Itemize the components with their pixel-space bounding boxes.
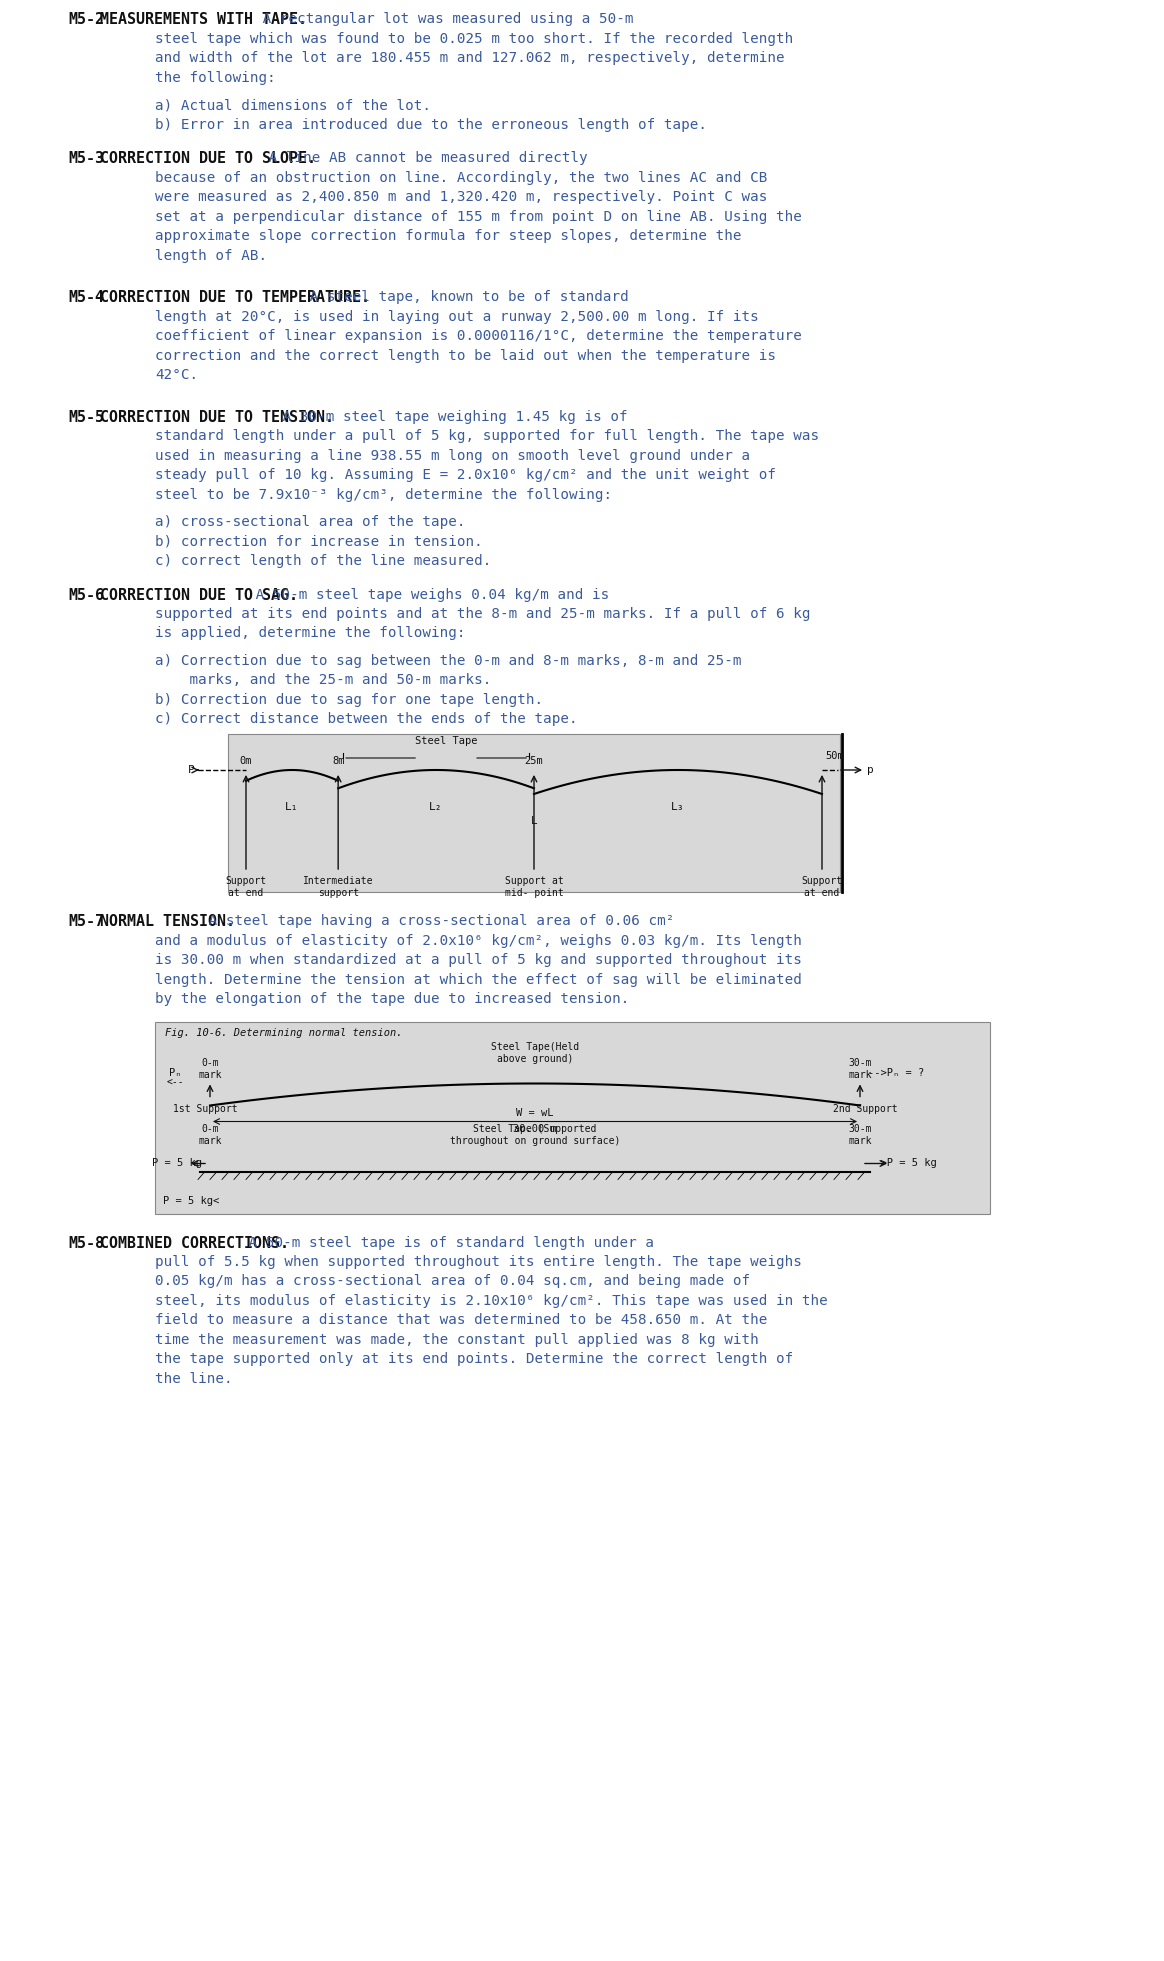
Text: 30.00 m: 30.00 m <box>513 1124 556 1133</box>
Text: Pₙ: Pₙ <box>170 1069 182 1079</box>
Text: M5-3: M5-3 <box>68 151 104 167</box>
Text: a) Correction due to sag between the 0-m and 8-m marks, 8-m and 25-m: a) Correction due to sag between the 0-m… <box>155 655 741 669</box>
Text: 30-m
mark: 30-m mark <box>849 1057 872 1079</box>
Text: A 50-m steel tape is of standard length under a: A 50-m steel tape is of standard length … <box>241 1235 654 1249</box>
Text: A rectangular lot was measured using a 50-m: A rectangular lot was measured using a 5… <box>254 12 633 25</box>
Text: p: p <box>867 765 874 775</box>
Text: 50m: 50m <box>825 751 844 761</box>
Text: at end: at end <box>228 888 263 898</box>
Text: 1st Support: 1st Support <box>172 1104 237 1114</box>
Text: CORRECTION DUE TO SLOPE.: CORRECTION DUE TO SLOPE. <box>100 151 315 167</box>
Text: 0-m
mark: 0-m mark <box>198 1124 222 1145</box>
Text: M5-7: M5-7 <box>68 914 104 930</box>
Text: field to measure a distance that was determined to be 458.650 m. At the: field to measure a distance that was det… <box>155 1314 767 1328</box>
Text: CORRECTION DUE TO TEMPERATURE.: CORRECTION DUE TO TEMPERATURE. <box>100 290 370 306</box>
Text: A 30-m steel tape weighing 1.45 kg is of: A 30-m steel tape weighing 1.45 kg is of <box>274 410 627 424</box>
Text: support: support <box>318 888 359 898</box>
Text: L₂: L₂ <box>430 802 442 812</box>
Text: Support: Support <box>802 877 843 886</box>
Text: M5-8: M5-8 <box>68 1235 104 1251</box>
Text: L₁: L₁ <box>285 802 299 812</box>
Text: M5-4: M5-4 <box>68 290 104 306</box>
Text: CORRECTION DUE TO SAG.: CORRECTION DUE TO SAG. <box>100 588 298 602</box>
Text: supported at its end points and at the 8-m and 25-m marks. If a pull of 6 kg: supported at its end points and at the 8… <box>155 608 810 622</box>
Text: length at 20°C, is used in laying out a runway 2,500.00 m long. If its: length at 20°C, is used in laying out a … <box>155 310 759 324</box>
Text: P = 5 kg: P = 5 kg <box>152 1159 203 1169</box>
Text: 0-m
mark: 0-m mark <box>198 1057 222 1079</box>
Text: A 50-m steel tape weighs 0.04 kg/m and is: A 50-m steel tape weighs 0.04 kg/m and i… <box>247 588 609 602</box>
Text: pull of 5.5 kg when supported throughout its entire length. The tape weighs: pull of 5.5 kg when supported throughout… <box>155 1255 802 1269</box>
Text: the line.: the line. <box>155 1373 233 1386</box>
Text: W = wL: W = wL <box>517 1108 554 1118</box>
Text: Support at: Support at <box>505 877 563 886</box>
Text: and a modulus of elasticity of 2.0x10⁶ kg/cm², weighs 0.03 kg/m. Its length: and a modulus of elasticity of 2.0x10⁶ k… <box>155 933 802 947</box>
Text: 30-m
mark: 30-m mark <box>849 1124 872 1145</box>
Text: time the measurement was made, the constant pull applied was 8 kg with: time the measurement was made, the const… <box>155 1333 759 1347</box>
Text: length of AB.: length of AB. <box>155 249 267 263</box>
Text: L: L <box>531 816 538 826</box>
Text: A steel tape having a cross-sectional area of 0.06 cm²: A steel tape having a cross-sectional ar… <box>200 914 675 928</box>
Text: -->P = 5 kg: -->P = 5 kg <box>868 1159 937 1169</box>
Text: 0.05 kg/m has a cross-sectional area of 0.04 sq.cm, and being made of: 0.05 kg/m has a cross-sectional area of … <box>155 1275 750 1288</box>
Text: MEASUREMENTS WITH TAPE.: MEASUREMENTS WITH TAPE. <box>100 12 307 27</box>
Text: 2nd Support: 2nd Support <box>832 1104 897 1114</box>
Text: b) correction for increase in tension.: b) correction for increase in tension. <box>155 535 483 549</box>
Text: L₃: L₃ <box>672 802 684 812</box>
Text: COMBINED CORRECTIONS.: COMBINED CORRECTIONS. <box>100 1235 289 1251</box>
Text: coefficient of linear expansion is 0.0000116/1°C, determine the temperature: coefficient of linear expansion is 0.000… <box>155 329 802 343</box>
Text: used in measuring a line 938.55 m long on smooth level ground under a: used in measuring a line 938.55 m long o… <box>155 449 750 463</box>
Text: CORRECTION DUE TO TENSION.: CORRECTION DUE TO TENSION. <box>100 410 334 424</box>
Text: standard length under a pull of 5 kg, supported for full length. The tape was: standard length under a pull of 5 kg, su… <box>155 429 819 443</box>
Text: set at a perpendicular distance of 155 m from point D on line AB. Using the: set at a perpendicular distance of 155 m… <box>155 210 802 224</box>
Text: at end: at end <box>804 888 839 898</box>
Text: Steel Tape (Supported
throughout on ground surface): Steel Tape (Supported throughout on grou… <box>449 1124 620 1145</box>
Text: b) Correction due to sag for one tape length.: b) Correction due to sag for one tape le… <box>155 692 544 708</box>
Text: <--: <-- <box>166 1077 184 1088</box>
Text: steady pull of 10 kg. Assuming E = 2.0x10⁶ kg/cm² and the unit weight of: steady pull of 10 kg. Assuming E = 2.0x1… <box>155 469 776 482</box>
Text: Steel Tape(Held
above ground): Steel Tape(Held above ground) <box>491 1041 579 1063</box>
Text: by the elongation of the tape due to increased tension.: by the elongation of the tape due to inc… <box>155 992 630 1006</box>
Text: a) Actual dimensions of the lot.: a) Actual dimensions of the lot. <box>155 98 431 112</box>
Text: M5-2: M5-2 <box>68 12 104 27</box>
Text: M5-6: M5-6 <box>68 588 104 602</box>
Text: because of an obstruction on line. Accordingly, the two lines AC and CB: because of an obstruction on line. Accor… <box>155 171 767 184</box>
Text: Steel Tape: Steel Tape <box>414 735 477 745</box>
Text: 0m: 0m <box>240 757 253 767</box>
Text: P: P <box>189 765 196 775</box>
Text: correction and the correct length to be laid out when the temperature is: correction and the correct length to be … <box>155 349 776 363</box>
Text: NORMAL TENSION.: NORMAL TENSION. <box>100 914 235 930</box>
Text: a) cross-sectional area of the tape.: a) cross-sectional area of the tape. <box>155 516 466 529</box>
Text: steel tape which was found to be 0.025 m too short. If the recorded length: steel tape which was found to be 0.025 m… <box>155 31 793 45</box>
Text: is 30.00 m when standardized at a pull of 5 kg and supported throughout its: is 30.00 m when standardized at a pull o… <box>155 953 802 967</box>
Text: 42°C.: 42°C. <box>155 369 198 382</box>
Text: were measured as 2,400.850 m and 1,320.420 m, respectively. Point C was: were measured as 2,400.850 m and 1,320.4… <box>155 190 767 204</box>
Text: c) Correct distance between the ends of the tape.: c) Correct distance between the ends of … <box>155 712 577 726</box>
Text: and width of the lot are 180.455 m and 127.062 m, respectively, determine: and width of the lot are 180.455 m and 1… <box>155 51 785 65</box>
Text: length. Determine the tension at which the effect of sag will be eliminated: length. Determine the tension at which t… <box>155 973 802 986</box>
Text: Support: Support <box>226 877 267 886</box>
Text: steel to be 7.9x10⁻³ kg/cm³, determine the following:: steel to be 7.9x10⁻³ kg/cm³, determine t… <box>155 488 612 502</box>
Text: M5-5: M5-5 <box>68 410 104 424</box>
Text: 8m: 8m <box>332 757 345 767</box>
Text: c) correct length of the line measured.: c) correct length of the line measured. <box>155 555 491 569</box>
Text: 25m: 25m <box>525 757 544 767</box>
Text: steel, its modulus of elasticity is 2.10x10⁶ kg/cm². This tape was used in the: steel, its modulus of elasticity is 2.10… <box>155 1294 828 1308</box>
Text: the tape supported only at its end points. Determine the correct length of: the tape supported only at its end point… <box>155 1353 793 1367</box>
FancyBboxPatch shape <box>155 1022 991 1214</box>
Text: A line AB cannot be measured directly: A line AB cannot be measured directly <box>261 151 588 165</box>
Text: is applied, determine the following:: is applied, determine the following: <box>155 626 466 641</box>
Text: mid- point: mid- point <box>505 888 563 898</box>
Text: P = 5 kg<: P = 5 kg< <box>163 1196 219 1206</box>
Text: approximate slope correction formula for steep slopes, determine the: approximate slope correction formula for… <box>155 229 741 243</box>
Text: the following:: the following: <box>155 71 276 84</box>
FancyBboxPatch shape <box>228 733 840 892</box>
Text: Fig. 10-6. Determining normal tension.: Fig. 10-6. Determining normal tension. <box>165 1028 403 1037</box>
Text: b) Error in area introduced due to the erroneous length of tape.: b) Error in area introduced due to the e… <box>155 118 707 131</box>
Text: Intermediate: Intermediate <box>303 877 374 886</box>
Text: A steel tape, known to be of standard: A steel tape, known to be of standard <box>300 290 629 304</box>
Text: -->Pₙ = ?: -->Pₙ = ? <box>868 1069 924 1079</box>
Text: marks, and the 25-m and 50-m marks.: marks, and the 25-m and 50-m marks. <box>155 673 491 688</box>
